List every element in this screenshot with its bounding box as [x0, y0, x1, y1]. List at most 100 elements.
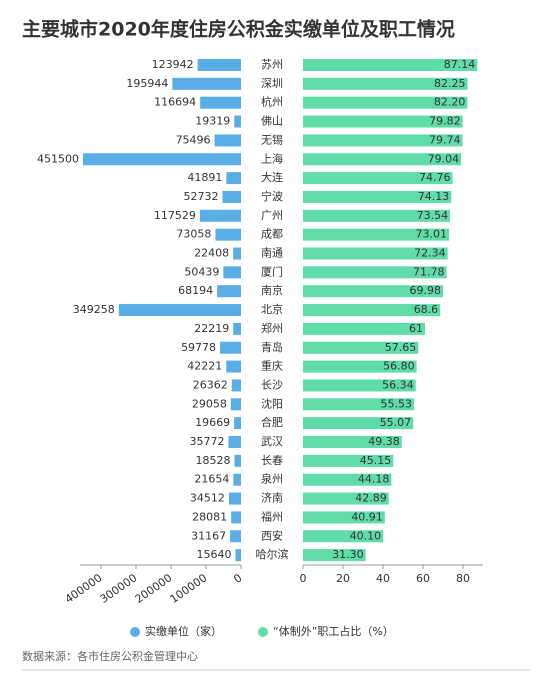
- value-label: 73058: [176, 228, 211, 241]
- category-label: 武汉: [261, 435, 283, 448]
- category-label: 杭州: [261, 95, 283, 109]
- category-label: 长沙: [261, 378, 283, 391]
- value-label: 29058: [192, 397, 227, 410]
- value-label: 57.65: [385, 341, 417, 354]
- bar: [231, 511, 241, 524]
- value-label: 56.80: [383, 360, 415, 373]
- category-label: 青岛: [261, 340, 283, 354]
- value-label: 59778: [181, 341, 216, 354]
- bar: [223, 266, 241, 279]
- value-label: 19319: [195, 115, 230, 128]
- bar: [226, 172, 241, 185]
- bar: [303, 379, 416, 392]
- bar: [303, 436, 402, 448]
- bar: [303, 285, 443, 298]
- value-label: 31.30: [332, 548, 364, 561]
- value-label: 41891: [187, 171, 222, 184]
- bar: [303, 77, 468, 90]
- value-label: 56.34: [382, 378, 414, 391]
- bar: [303, 398, 415, 411]
- x-tick-label: 20: [336, 572, 350, 585]
- value-label: 79.82: [429, 115, 461, 128]
- value-label: 55.07: [380, 416, 412, 429]
- x-tick-label: 300000: [98, 571, 140, 606]
- value-label: 18528: [196, 454, 231, 467]
- bar: [303, 341, 419, 354]
- bar: [214, 134, 241, 147]
- value-label: 42221: [187, 360, 222, 373]
- value-label: 75496: [176, 133, 211, 146]
- x-tick-label: 200000: [133, 571, 175, 606]
- bar: [233, 247, 241, 260]
- value-label: 21654: [194, 473, 229, 486]
- x-tick-label: 0: [300, 572, 307, 585]
- value-label: 451500: [37, 152, 79, 165]
- bar: [303, 322, 425, 335]
- value-label: 79.74: [429, 133, 461, 146]
- bar: [118, 304, 241, 317]
- bar: [303, 492, 389, 505]
- category-label: 大连: [261, 170, 283, 184]
- category-label: 宁波: [261, 189, 283, 203]
- bar: [233, 473, 241, 486]
- bar: [303, 190, 452, 203]
- legend-label: 实缴单位（家）: [145, 624, 222, 638]
- bar: [303, 228, 450, 241]
- category-label: 重庆: [261, 359, 283, 373]
- value-label: 74.76: [419, 171, 451, 184]
- bar: [217, 285, 241, 298]
- category-label: 西安: [261, 528, 283, 542]
- value-label: 22219: [194, 322, 229, 335]
- bar: [234, 417, 241, 430]
- value-label: 74.13: [418, 190, 450, 203]
- category-label: 济南: [261, 491, 283, 505]
- bar: [230, 398, 241, 411]
- value-label: 79.04: [428, 152, 460, 165]
- bar: [303, 96, 468, 109]
- bar: [303, 115, 463, 128]
- category-label: 长春: [261, 454, 283, 467]
- value-label: 68.6: [414, 303, 439, 316]
- category-label: 沈阳: [261, 396, 283, 410]
- bar: [233, 322, 241, 335]
- bar: [197, 59, 241, 71]
- legend-marker: [130, 627, 140, 637]
- bar: [235, 549, 241, 562]
- value-label: 195944: [126, 77, 168, 90]
- bar: [303, 59, 478, 71]
- value-label: 61: [409, 322, 423, 335]
- bar: [303, 247, 448, 260]
- x-tick-label: 60: [416, 572, 430, 585]
- value-label: 82.20: [434, 96, 466, 109]
- category-label: 苏州: [261, 58, 283, 71]
- category-label: 厦门: [261, 264, 283, 278]
- category-label: 无锡: [261, 132, 283, 146]
- bar: [303, 360, 417, 373]
- bar: [231, 379, 241, 392]
- category-label: 深圳: [261, 77, 283, 90]
- x-tick-label: 80: [456, 572, 470, 585]
- value-label: 117529: [154, 209, 196, 222]
- bar: [172, 77, 241, 90]
- bar: [303, 153, 462, 166]
- bar: [228, 492, 241, 505]
- value-label: 87.14: [444, 58, 476, 71]
- value-label: 40.91: [351, 510, 383, 523]
- bar: [303, 417, 414, 430]
- bar: [303, 473, 392, 486]
- legend-marker: [258, 627, 268, 637]
- bar: [234, 115, 241, 128]
- value-label: 72.34: [414, 247, 446, 260]
- value-label: 50439: [184, 265, 219, 278]
- chart-title: 主要城市2020年度住房公积金实缴单位及职工情况: [22, 18, 455, 41]
- x-tick-label: 400000: [63, 571, 105, 606]
- value-label: 34512: [190, 492, 225, 505]
- category-label: 郑州: [261, 321, 283, 335]
- category-label: 福州: [261, 509, 283, 523]
- bar: [303, 209, 451, 222]
- value-label: 40.10: [350, 529, 382, 542]
- value-label: 71.78: [413, 265, 445, 278]
- value-label: 82.25: [434, 77, 466, 90]
- value-label: 116694: [154, 96, 196, 109]
- value-label: 73.01: [416, 228, 448, 241]
